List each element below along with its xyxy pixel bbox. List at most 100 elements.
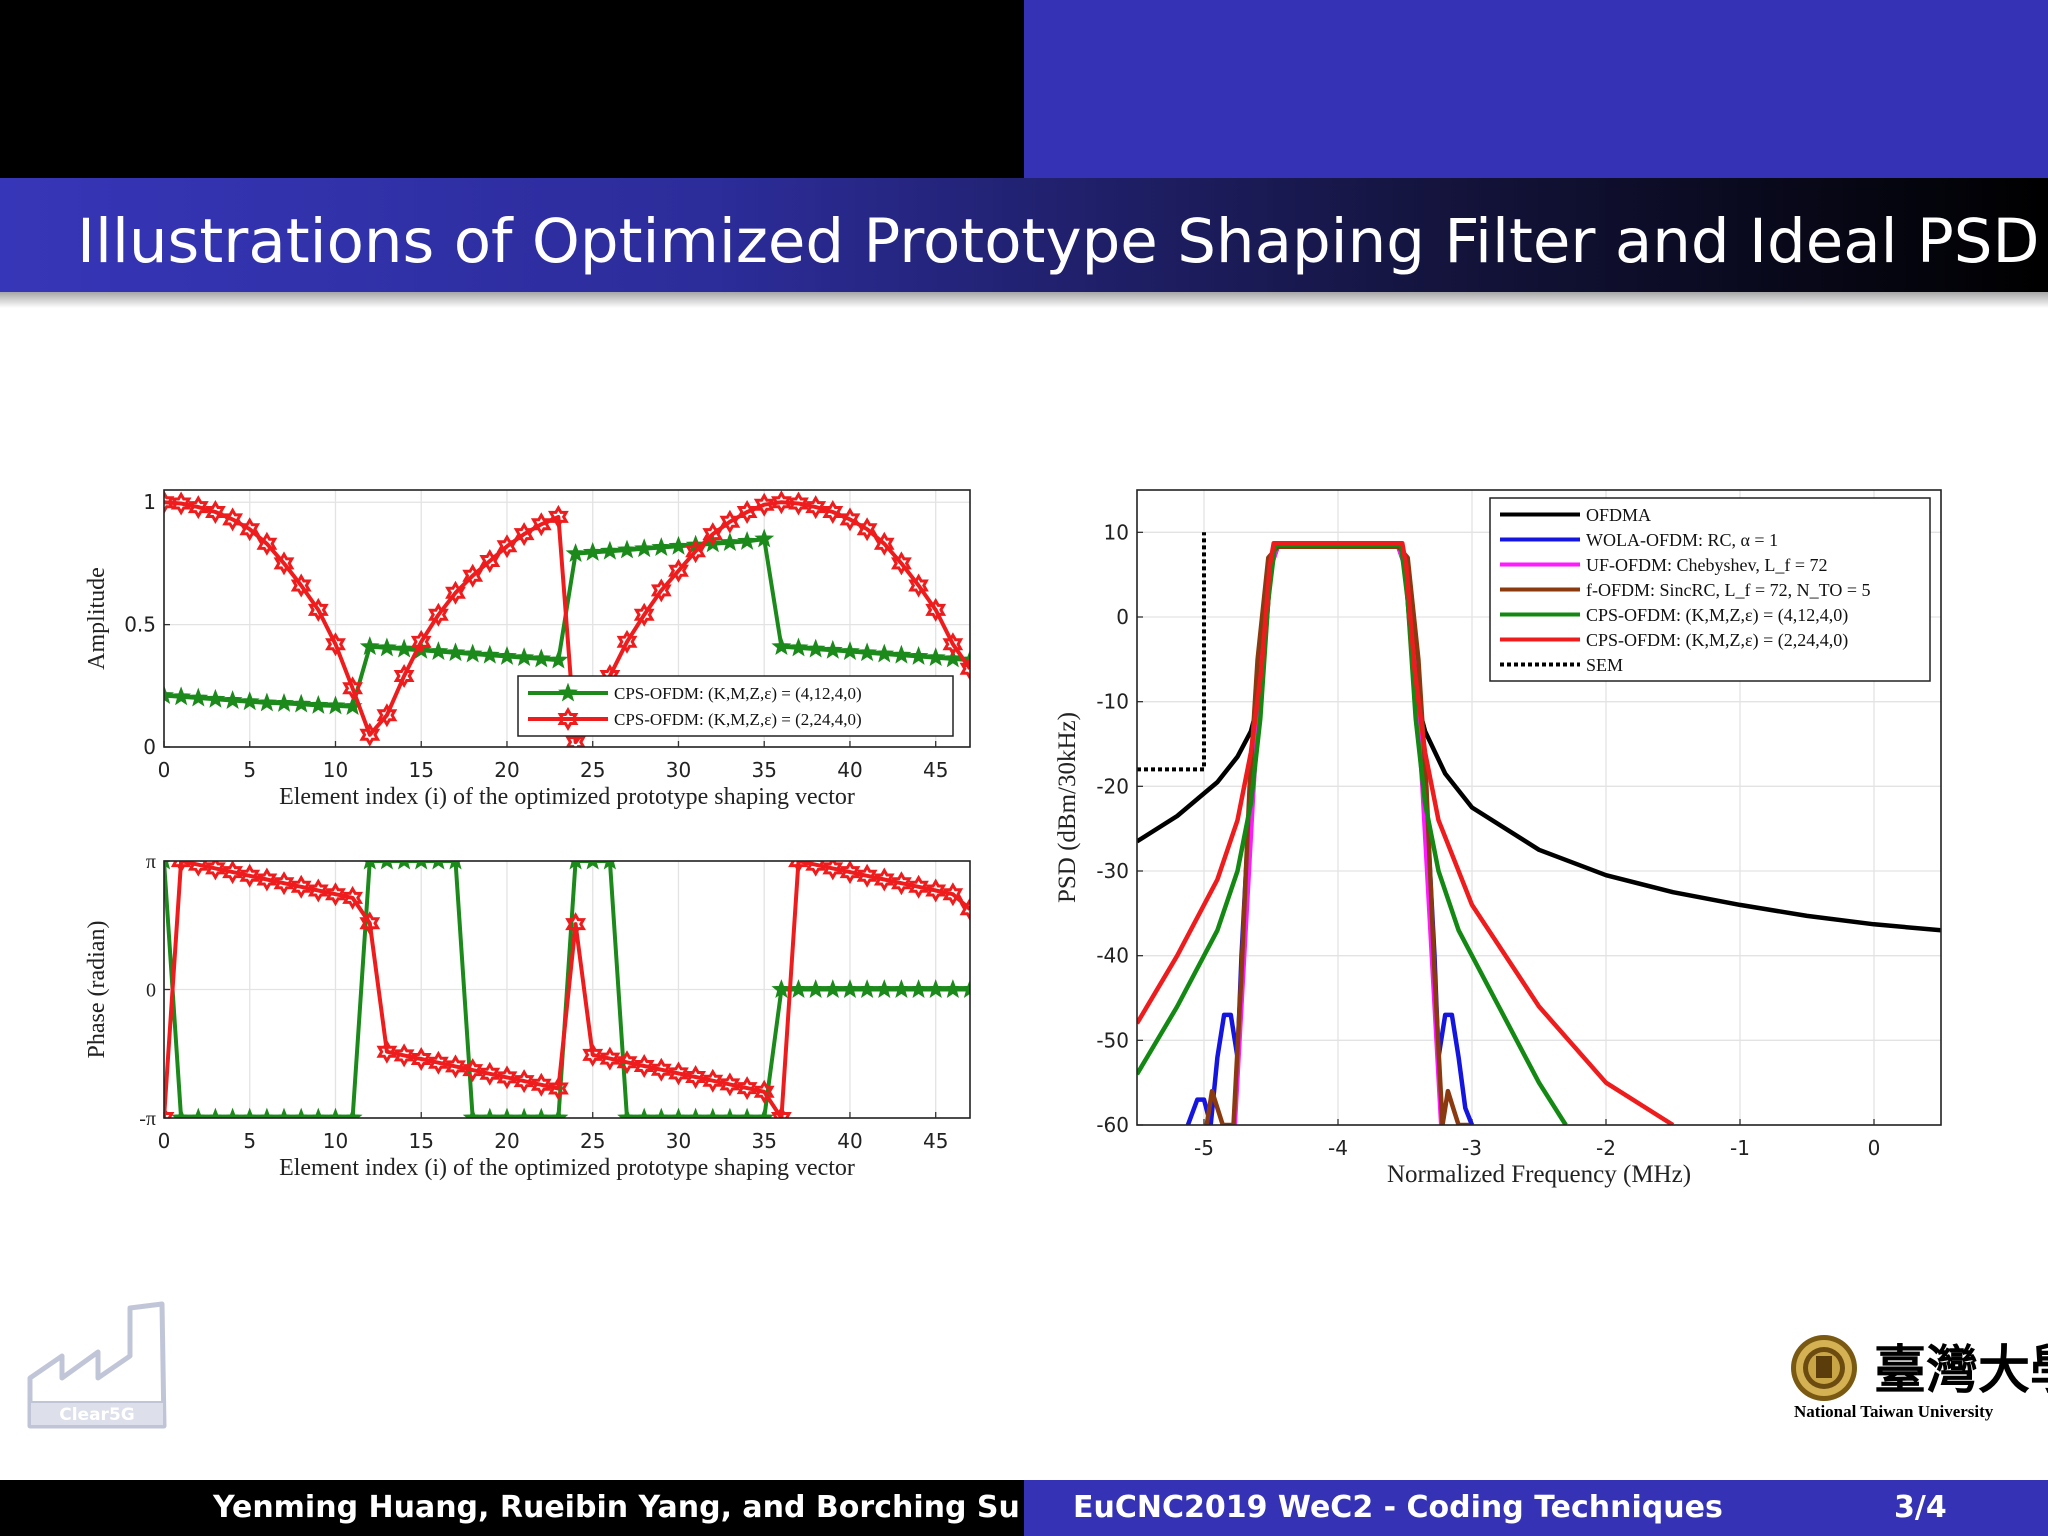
- series-2-marker: [410, 629, 432, 654]
- series-1-marker: [432, 861, 445, 870]
- legend-entry: WOLA-OFDM: RC, α = 1: [1586, 530, 1778, 550]
- footer-session: EuCNC2019 WeC2 - Coding Techniques: [1073, 1490, 1723, 1525]
- series-2-marker: [856, 517, 878, 542]
- series-2-marker: [822, 861, 844, 881]
- series-1-marker: [840, 641, 860, 660]
- y-tick-label: -60: [1096, 1113, 1129, 1137]
- series-1-marker: [274, 1107, 294, 1118]
- series-1-marker: [634, 538, 655, 558]
- series-1-marker: [925, 979, 946, 998]
- series-2-marker: [548, 1076, 569, 1101]
- series-2-marker: [325, 632, 346, 657]
- series-2-marker: [239, 863, 261, 888]
- series-2-marker: [616, 629, 638, 654]
- series-1-marker: [651, 537, 672, 556]
- series-2-marker: [942, 882, 964, 907]
- series-1-marker: [754, 1107, 775, 1118]
- y-tick-label: -50: [1096, 1028, 1129, 1052]
- series-2-marker: [582, 1042, 604, 1067]
- series-1-marker: [479, 644, 500, 664]
- series-1-marker: [171, 686, 192, 706]
- footer-page-number: 3/4: [1894, 1490, 1947, 1525]
- series-line-2: [164, 861, 970, 1118]
- header-bar-right: [1024, 0, 2048, 178]
- plot-series-group: [1137, 532, 1941, 1125]
- x-tick-label: -3: [1462, 1136, 1482, 1160]
- series-1-marker: [239, 691, 260, 711]
- x-tick-label: 0: [158, 758, 171, 782]
- series-2-marker: [908, 874, 929, 899]
- clear5g-logo: Clear5G: [27, 1301, 167, 1429]
- y-axis-label: Amplitude: [84, 567, 110, 670]
- series-2-marker: [496, 1065, 518, 1090]
- y-tick-label: -10: [1096, 690, 1129, 714]
- series-1-marker: [205, 1107, 226, 1118]
- header-bar-left: [0, 0, 1024, 178]
- series-2-marker: [325, 882, 346, 907]
- series-2-marker: [891, 551, 912, 576]
- series-1-marker: [222, 690, 243, 709]
- series-1-marker: [737, 1107, 757, 1118]
- series-1-marker: [462, 1107, 483, 1118]
- footer-right-bar: [1024, 1480, 2048, 1536]
- series-2-marker: [359, 911, 381, 936]
- series-2-marker: [342, 885, 363, 910]
- series-1-marker: [720, 532, 740, 552]
- series-1-marker: [462, 643, 483, 663]
- series-2-marker: [410, 1047, 432, 1071]
- series-1-marker: [599, 540, 620, 560]
- series-1-marker: [857, 642, 878, 662]
- series-1-marker: [603, 861, 617, 870]
- x-tick-label: 20: [494, 1129, 519, 1153]
- series-2-marker: [702, 1068, 724, 1093]
- series-1-marker: [788, 637, 809, 657]
- x-tick-label: 45: [923, 758, 948, 782]
- series-2-marker: [565, 730, 586, 747]
- x-axis-label: Element index (i) of the optimized proto…: [279, 1155, 855, 1181]
- series-1-marker: [445, 642, 466, 662]
- series-1-marker: [291, 693, 312, 713]
- y-tick-label: 0.5: [124, 613, 156, 637]
- y-tick-label: -20: [1096, 774, 1129, 798]
- series-2-marker: [685, 539, 706, 564]
- series-2-marker: [736, 500, 758, 524]
- legend-entry: SEM: [1586, 655, 1623, 675]
- series-2-marker: [530, 1072, 552, 1097]
- series-1-marker: [942, 979, 963, 998]
- x-tick-label: 10: [323, 1129, 348, 1153]
- series-2-marker: [170, 861, 192, 874]
- series-2-marker: [805, 861, 827, 877]
- series-2-marker: [736, 1076, 758, 1101]
- series-1-marker: [394, 638, 414, 658]
- series-2-marker: [479, 549, 501, 573]
- series-2-marker: [376, 703, 398, 728]
- series-1-marker: [805, 979, 826, 998]
- y-tick-label: -π: [139, 1108, 156, 1130]
- title-bar-shadow: [0, 292, 2048, 308]
- series-1-marker: [651, 1107, 672, 1118]
- x-tick-label: 5: [243, 758, 256, 782]
- series-1-marker: [308, 1107, 329, 1118]
- ntu-label: National Taiwan University: [1794, 1402, 1994, 1421]
- series-1-marker: [274, 692, 294, 712]
- series-1-marker: [565, 543, 586, 563]
- y-tick-label: 1: [143, 490, 156, 514]
- series-1-marker: [308, 694, 329, 714]
- series-1-marker: [256, 1107, 277, 1118]
- x-tick-label: 15: [409, 758, 434, 782]
- slide-title: Illustrations of Optimized Prototype Sha…: [77, 206, 2040, 277]
- series-2-marker: [170, 491, 192, 516]
- series-2-marker: [222, 507, 243, 532]
- legend-marker: [558, 682, 578, 702]
- x-tick-label: 45: [923, 1129, 948, 1153]
- series-2-marker: [205, 861, 226, 881]
- series-1-marker: [514, 647, 535, 667]
- series-2-marker: [307, 878, 329, 903]
- series-1-marker: [960, 979, 970, 998]
- legend-box: [517, 675, 954, 737]
- amplitude-plot: 0 5 10 15 20 25 30 35 40 45 0 0.5 1 Element index (i)…: [84, 489, 971, 810]
- series-2-marker: [273, 871, 295, 896]
- series-2-marker: [273, 551, 295, 576]
- series-2-marker: [256, 867, 278, 892]
- series-2-marker: [788, 491, 809, 516]
